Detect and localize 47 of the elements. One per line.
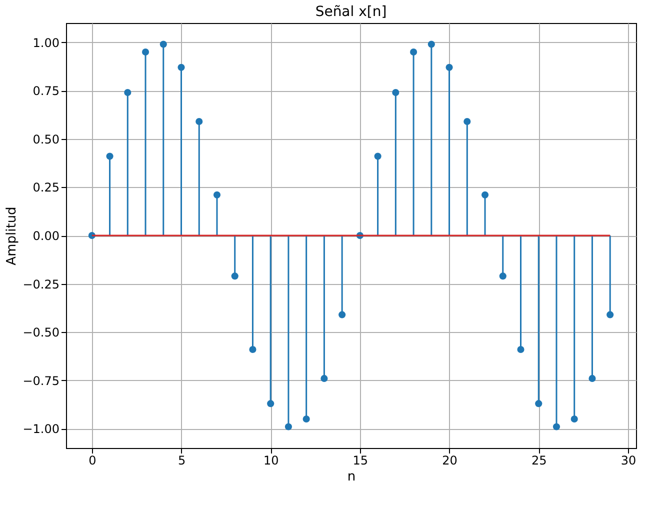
point bbox=[267, 400, 274, 408]
point bbox=[178, 64, 185, 71]
point bbox=[552, 423, 560, 430]
point bbox=[106, 152, 114, 160]
x-tick-label: 0 bbox=[88, 454, 96, 468]
y-tick-label: 0.00 bbox=[32, 229, 60, 243]
x-tick-label: 15 bbox=[352, 454, 368, 468]
x-axis-title: n bbox=[347, 470, 356, 484]
point bbox=[213, 191, 221, 198]
point bbox=[284, 423, 292, 430]
y-tick-label: −1.00 bbox=[22, 422, 60, 436]
point bbox=[464, 118, 471, 126]
x-tick-label: 10 bbox=[263, 454, 279, 468]
x-tick-label: 25 bbox=[531, 454, 547, 468]
chart-title: Señal x[n] bbox=[315, 4, 387, 20]
x-tick-label: 30 bbox=[620, 454, 636, 468]
point bbox=[160, 40, 167, 48]
point bbox=[196, 118, 203, 126]
y-tick-label: −0.75 bbox=[22, 374, 60, 388]
point bbox=[249, 346, 256, 354]
point bbox=[320, 374, 328, 382]
y-tick-label: 0.75 bbox=[32, 84, 60, 98]
y-tick-label: −0.50 bbox=[22, 326, 60, 340]
y-tick-label: 0.25 bbox=[32, 180, 60, 195]
point bbox=[428, 40, 435, 48]
point bbox=[302, 415, 310, 423]
x-tick-label: 5 bbox=[178, 454, 186, 468]
point bbox=[588, 374, 596, 382]
point bbox=[499, 272, 506, 280]
point bbox=[446, 64, 453, 71]
point bbox=[410, 48, 418, 56]
y-tick-label: −0.25 bbox=[22, 277, 60, 292]
point bbox=[374, 152, 382, 160]
point bbox=[535, 400, 542, 408]
point bbox=[231, 272, 238, 280]
y-tick-label: 0.50 bbox=[32, 132, 60, 146]
point bbox=[124, 89, 132, 96]
x-tick-label: 20 bbox=[442, 454, 458, 468]
point bbox=[142, 48, 150, 56]
point bbox=[606, 311, 614, 318]
y-axis-title: Amplitud bbox=[4, 206, 20, 266]
point bbox=[570, 415, 578, 423]
point bbox=[392, 89, 400, 96]
y-tick-label: 1.00 bbox=[32, 36, 60, 50]
point bbox=[517, 346, 524, 354]
point bbox=[338, 311, 346, 318]
point bbox=[481, 191, 489, 198]
